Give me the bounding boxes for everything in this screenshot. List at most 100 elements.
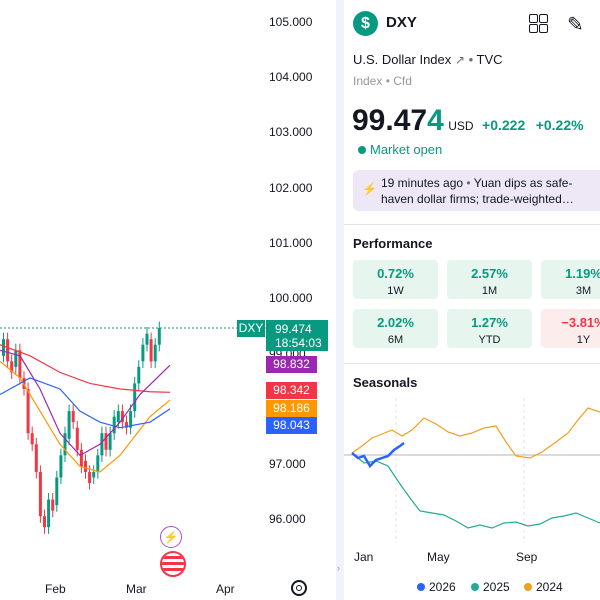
type-label: Index (353, 74, 383, 88)
currency-label: USD (448, 119, 474, 133)
news-headline-card[interactable]: ⚡ 19 minutes ago • Yuan dips as safe- ha… (353, 170, 600, 211)
news-headline-line2: haven dollar firms; trade-weighted… (381, 192, 574, 206)
ma-line-red (0, 344, 171, 393)
candle-body (6, 339, 10, 362)
candle-body (79, 449, 83, 467)
price-axis-label: 105.000 (269, 15, 313, 29)
edit-icon[interactable]: ✎ (567, 14, 584, 36)
perf-cell-1y[interactable]: −3.81% 1Y (541, 309, 600, 348)
candle-body (10, 361, 14, 373)
price-axis-label: 102.000 (269, 181, 313, 195)
perf-cell-1w[interactable]: 0.72% 1W (353, 260, 438, 299)
section-divider (344, 363, 600, 364)
perf-value: 2.02% (377, 315, 414, 330)
legend-2024[interactable]: 2024 (524, 580, 563, 594)
candle-body (96, 455, 100, 472)
perf-period: 1M (481, 285, 498, 297)
external-link-icon[interactable]: ↗ (454, 53, 465, 67)
time-axis-label: Apr (216, 582, 235, 596)
ma-tag-purple: 98.832 (266, 356, 317, 373)
candle-body (133, 383, 137, 412)
last-price: 99.47 (352, 104, 428, 137)
us-flag-icon[interactable] (160, 551, 186, 577)
perf-cell-ytd[interactable]: 1.27% YTD (447, 309, 532, 348)
season-month-label: May (427, 550, 450, 564)
legend-label: 2025 (483, 580, 510, 594)
lightning-icon[interactable]: ⚡ (160, 526, 182, 548)
lightning-icon: ⚡ (362, 182, 377, 196)
candle-body (112, 416, 116, 434)
seasonals-chart[interactable] (344, 398, 600, 543)
market-status-text: Market open (370, 142, 443, 157)
price-axis-label: 96.000 (269, 512, 306, 526)
candle-body (84, 460, 87, 472)
candle-body (157, 328, 161, 345)
perf-cell-3m[interactable]: 1.19% 3M (541, 260, 600, 299)
panel-divider[interactable]: › (336, 0, 344, 600)
season-line-2026 (351, 442, 405, 469)
perf-value: 2.57% (471, 266, 508, 281)
perf-value: 1.27% (471, 315, 508, 330)
candle-body (71, 411, 75, 423)
perf-period: YTD (478, 334, 501, 346)
perf-cell-6m[interactable]: 2.02% 6M (353, 309, 438, 348)
perf-period: 3M (575, 285, 592, 297)
price-chart[interactable]: 105.000 104.000 103.000 102.000 101.000 … (0, 0, 336, 600)
price-axis-label: 103.000 (269, 125, 313, 139)
candle-body (104, 433, 108, 450)
legend-2025[interactable]: 2025 (471, 580, 510, 594)
legend-label: 2024 (536, 580, 563, 594)
candle-body (2, 339, 5, 356)
candle-body (108, 433, 112, 450)
grid-layout-icon[interactable] (529, 14, 548, 33)
candle-body (137, 366, 141, 384)
ma-tag-orange: 98.186 (266, 400, 317, 417)
candle-body (141, 344, 145, 362)
candle-body (92, 471, 96, 478)
candle-body (116, 411, 120, 423)
season-line-2025 (351, 452, 600, 529)
instrument-name[interactable]: U.S. Dollar Index (353, 52, 452, 67)
price-change: +0.222 (482, 117, 526, 133)
exchange-name[interactable]: TVC (476, 52, 503, 67)
kind-label: Cfd (393, 74, 412, 88)
collapse-icon[interactable]: › (337, 563, 340, 573)
candle-body (129, 411, 133, 428)
seasonals-title: Seasonals (353, 375, 418, 390)
candle-body (18, 350, 22, 378)
candle-body (59, 455, 63, 478)
ma-line-purple (0, 349, 171, 457)
market-status: Market open (358, 142, 442, 157)
ma-line-orange (0, 360, 171, 473)
candle-body (14, 350, 18, 367)
candle-body (145, 333, 149, 345)
price-block: 99.474 USD +0.222 +0.22% (352, 104, 584, 138)
candle-body (120, 411, 124, 423)
legend-2026[interactable]: 2026 (417, 580, 456, 594)
candle-body (26, 388, 30, 434)
ma-tag-red: 98.342 (266, 382, 317, 399)
season-month-label: Sep (516, 550, 538, 564)
candle-body (88, 471, 92, 483)
last-price-tick: 4 (427, 104, 444, 137)
section-divider (344, 224, 600, 225)
perf-period: 6M (387, 334, 404, 346)
news-headline-line1: Yuan dips as safe- (473, 176, 573, 190)
settings-icon[interactable] (291, 580, 307, 596)
symbol-tag: DXY (237, 320, 265, 337)
candlestick-chart[interactable] (0, 0, 336, 600)
symbol-description: U.S. Dollar Index ↗ • TVC (353, 52, 503, 67)
symbol-details-panel: $ DXY ✎ U.S. Dollar Index ↗ • TVC Index … (344, 0, 600, 600)
performance-title: Performance (353, 236, 433, 251)
price-axis-label: 97.000 (269, 457, 306, 471)
season-line-2024 (351, 407, 600, 459)
bar-countdown: 18:54:03 (275, 336, 322, 350)
candle-body (153, 344, 157, 362)
candle-body (100, 433, 104, 456)
instrument-type: Index • Cfd (353, 74, 412, 88)
time-axis-label: Mar (126, 582, 147, 596)
candle-body (67, 411, 71, 439)
news-time: 19 minutes ago (381, 176, 464, 190)
price-axis-label: 104.000 (269, 70, 313, 84)
perf-cell-1m[interactable]: 2.57% 1M (447, 260, 532, 299)
